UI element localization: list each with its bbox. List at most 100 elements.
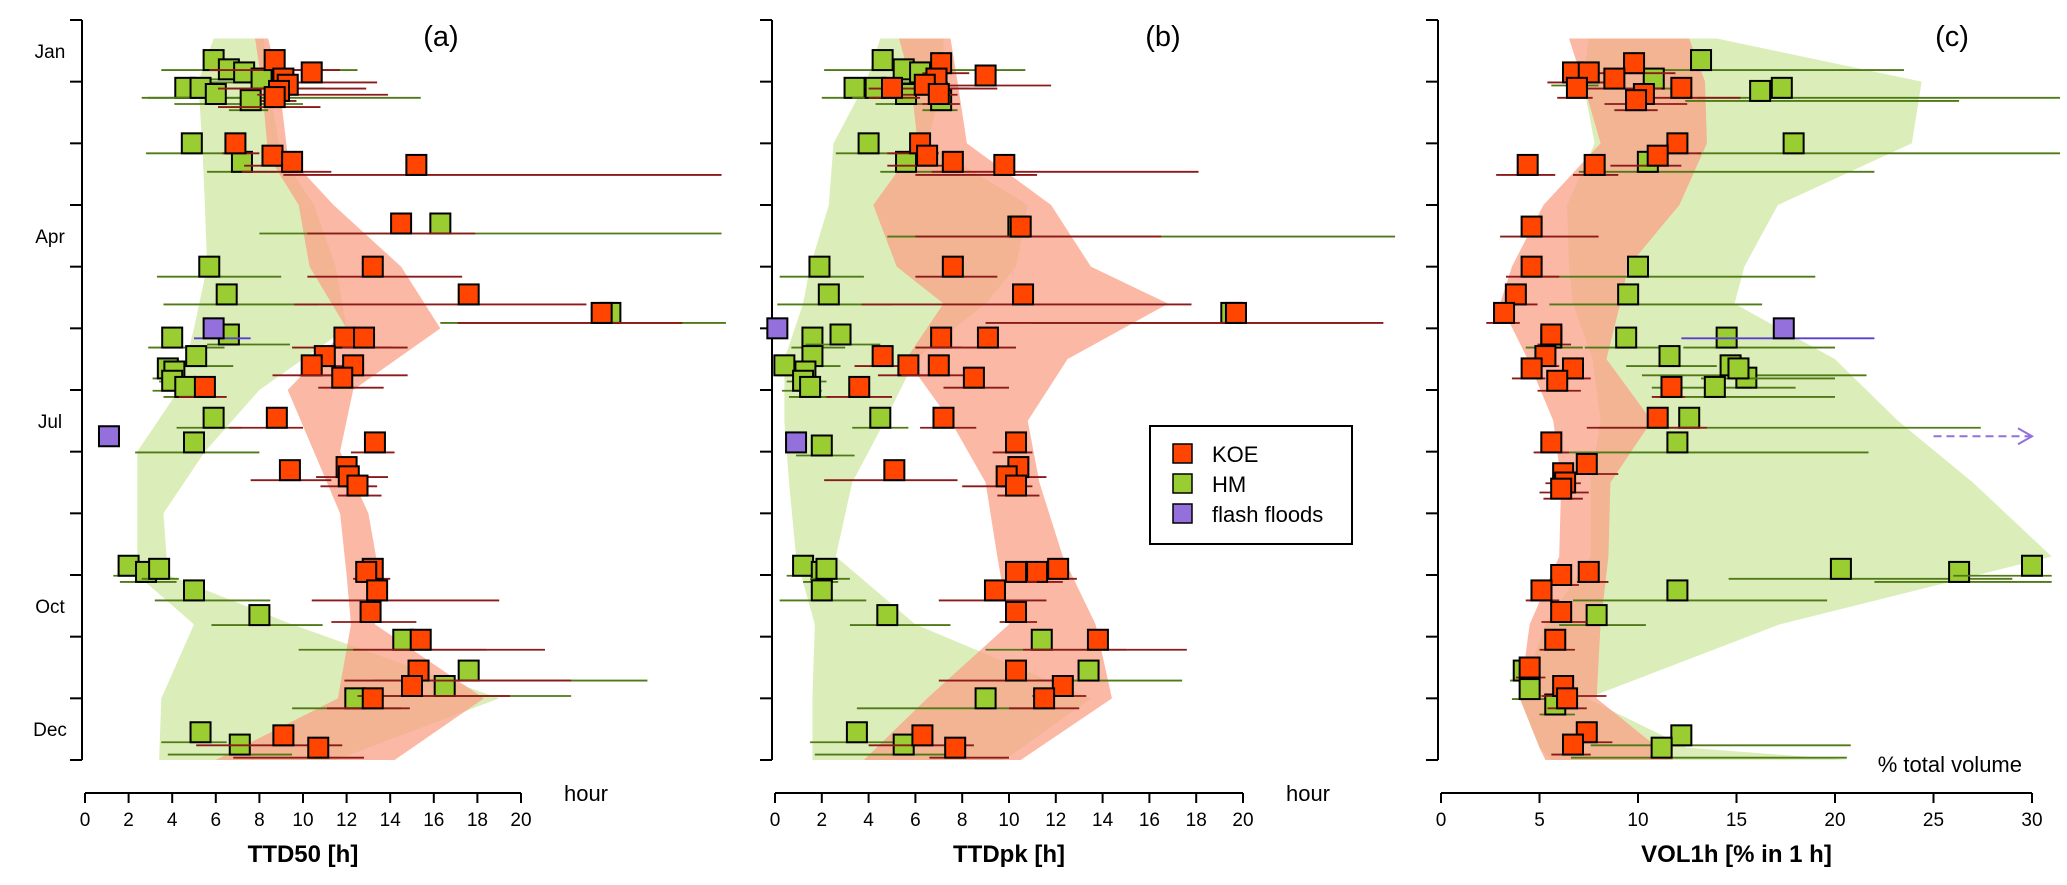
x-tick-label: 20 xyxy=(510,810,531,831)
koe-marker xyxy=(1051,675,1074,697)
hm-marker xyxy=(1948,560,1971,583)
hm-marker xyxy=(1585,604,1608,627)
koe-marker xyxy=(361,687,384,710)
koe-marker xyxy=(911,724,934,747)
koe-marker xyxy=(976,326,999,349)
hm-marker xyxy=(161,326,184,349)
koe-marker xyxy=(333,326,356,349)
hm-marker xyxy=(1518,678,1541,701)
x-tick-label: 15 xyxy=(1726,810,1747,831)
koe-marker xyxy=(983,579,1006,602)
koe-marker xyxy=(1556,687,1579,710)
koe-marker xyxy=(883,459,906,482)
x-tick-label: 10 xyxy=(292,810,313,831)
koe-marker xyxy=(1546,369,1569,392)
koe-marker xyxy=(941,255,964,278)
koe-marker xyxy=(346,474,369,497)
koe-marker xyxy=(409,628,432,651)
x-tick-label: 12 xyxy=(1045,810,1066,831)
koe-marker xyxy=(224,132,247,155)
koe-marker xyxy=(281,150,304,173)
koe-marker xyxy=(927,354,950,377)
koe-marker xyxy=(1504,283,1527,306)
hm-marker xyxy=(239,89,262,112)
panel-letter: (c) xyxy=(1935,21,1969,53)
x-tick-label: 14 xyxy=(380,810,402,831)
x-tick-label: 18 xyxy=(1186,810,1207,831)
koe-marker xyxy=(1623,52,1646,75)
koe-marker xyxy=(590,301,613,324)
koe-marker xyxy=(944,736,967,759)
koe-marker xyxy=(962,366,985,389)
koe-marker xyxy=(1540,323,1563,346)
hm-marker xyxy=(1829,557,1852,580)
x-tick-label: 16 xyxy=(1139,810,1160,831)
koe-marker xyxy=(300,61,323,84)
x-tick-label: 8 xyxy=(957,810,968,831)
x-tick-label: 2 xyxy=(817,810,828,831)
hm-marker xyxy=(1703,375,1726,398)
koe-marker xyxy=(1026,560,1049,583)
koe-marker xyxy=(261,144,284,167)
hm-marker xyxy=(1782,132,1805,155)
koe-marker xyxy=(1005,659,1028,682)
koe-marker xyxy=(359,601,382,623)
koe-marker xyxy=(1005,474,1028,497)
hm-marker xyxy=(1617,283,1640,306)
hm-marker xyxy=(845,721,868,744)
koe-marker xyxy=(941,150,964,173)
hm-marker xyxy=(1077,659,1100,682)
koe-marker xyxy=(263,49,286,72)
koe-marker xyxy=(405,153,428,176)
hm-marker xyxy=(871,49,894,72)
hm-marker xyxy=(1770,76,1793,99)
x-tick-label: 30 xyxy=(2021,810,2042,831)
hm-marker xyxy=(248,604,271,627)
flash-flood-marker xyxy=(1772,317,1795,340)
hm-marker xyxy=(198,255,221,278)
koe-marker xyxy=(1575,453,1598,475)
flash-flood-marker xyxy=(766,317,789,340)
hm-marker xyxy=(1627,255,1649,278)
hm-marker xyxy=(810,579,833,602)
hm-marker xyxy=(815,557,838,580)
koe-marker xyxy=(1047,557,1070,580)
month-label: Jan xyxy=(35,42,66,63)
hm-marker xyxy=(457,659,480,682)
x-tick-label: 0 xyxy=(80,810,91,831)
koe-marker xyxy=(1565,76,1588,99)
koe-marker xyxy=(353,326,376,349)
koe-marker xyxy=(932,406,955,429)
legend-label-hm: HM xyxy=(1212,472,1246,497)
koe-marker xyxy=(993,153,1016,176)
x-tick-label: 6 xyxy=(910,810,921,831)
koe-marker xyxy=(1646,144,1669,167)
koe-marker xyxy=(1550,601,1573,623)
x-tick-label: 10 xyxy=(1627,810,1648,831)
koe-marker xyxy=(363,431,386,454)
x-tick-label: 0 xyxy=(770,810,781,831)
x-tick-label: 20 xyxy=(1232,810,1253,831)
x-tick-label: 5 xyxy=(1534,810,1545,831)
koe-marker xyxy=(930,326,953,349)
legend-swatch-koe xyxy=(1172,443,1193,464)
hm-marker xyxy=(869,406,892,429)
x-tick-label: 25 xyxy=(1923,810,1944,831)
koe-marker xyxy=(1520,357,1543,380)
koe-marker xyxy=(1540,431,1563,454)
hm-marker xyxy=(1030,628,1053,651)
x-tick-label: 0 xyxy=(1436,810,1447,831)
unit-label: % total volume xyxy=(1878,752,2022,777)
koe-marker xyxy=(1670,76,1693,99)
koe-marker xyxy=(1561,733,1584,756)
hm-marker xyxy=(799,375,822,398)
koe-marker xyxy=(366,579,389,602)
koe-marker xyxy=(1544,628,1567,651)
hm-marker xyxy=(189,721,212,744)
panel-letter: (b) xyxy=(1145,21,1180,53)
hm-marker xyxy=(1615,326,1638,349)
koe-marker xyxy=(897,354,920,377)
koe-range-band xyxy=(215,38,484,760)
koe-marker xyxy=(1530,579,1553,602)
hm-marker xyxy=(183,431,205,454)
